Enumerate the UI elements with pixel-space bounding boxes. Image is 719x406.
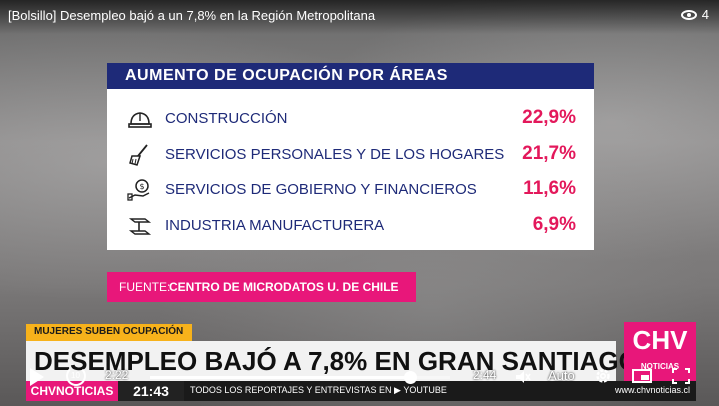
ticker-clock: 21:43	[118, 381, 184, 401]
news-ticker: CHVNOTICIAS 21:43 TODOS LOS REPORTAJES Y…	[26, 381, 696, 401]
panel-header-text: AUMENTO DE OCUPACIÓN POR ÁREAS	[125, 67, 448, 84]
hard-hat-icon	[128, 112, 152, 128]
eye-icon	[680, 9, 697, 20]
row-servicios-personales: SERVICIOS PERSONALES Y DE LOS HOGARES 21…	[107, 141, 594, 169]
duration: 2:44	[473, 368, 497, 382]
rewind-seconds: 10	[71, 371, 80, 380]
seek-bar[interactable]	[150, 371, 450, 384]
quality-setting[interactable]: Auto	[548, 368, 575, 383]
row-value: 6,9%	[532, 214, 576, 235]
broom-icon	[129, 144, 148, 166]
row-industria: INDUSTRIA MANUFACTURERA 6,9%	[107, 212, 594, 240]
rewind-icon[interactable]: 10	[66, 366, 86, 386]
logo-big-text: CHV	[632, 325, 688, 355]
svg-text:$: $	[140, 182, 145, 191]
story-tag-text: MUJERES SUBEN OCUPACIÓN	[34, 326, 184, 337]
ticker-brand: CHVNOTICIAS	[26, 381, 118, 401]
occupation-panel: AUMENTO DE OCUPACIÓN POR ÁREAS CONSTRUCC…	[107, 63, 594, 250]
row-value: 11,6%	[523, 178, 576, 199]
fullscreen-icon[interactable]	[672, 368, 690, 384]
view-count-value: 4	[701, 7, 709, 22]
row-value: 21,7%	[522, 143, 576, 164]
video-title[interactable]: [Bolsillo] Desempleo bajó a un 7,8% en l…	[8, 8, 376, 23]
current-time: 2:22	[105, 368, 129, 382]
row-label: SERVICIOS PERSONALES Y DE LOS HOGARES	[165, 146, 505, 163]
source-key: FUENTE:	[119, 280, 171, 294]
row-servicios-gobierno: $ SERVICIOS DE GOBIERNO Y FINANCIEROS 11…	[107, 176, 594, 204]
money-hand-icon: $	[127, 179, 150, 201]
seek-handle[interactable]	[403, 371, 417, 384]
volume-icon[interactable]	[514, 368, 532, 386]
panel-header: AUMENTO DE OCUPACIÓN POR ÁREAS	[107, 63, 594, 89]
row-construccion: CONSTRUCCIÓN 22,9%	[107, 105, 594, 133]
logo-small-text: NOTICIAS	[640, 362, 680, 371]
row-value: 22,9%	[522, 107, 576, 128]
story-tag: MUJERES SUBEN OCUPACIÓN	[26, 324, 192, 341]
ticker-text: TODOS LOS REPORTAJES Y ENTREVISTAS EN ▶ …	[190, 385, 447, 395]
video-top-bar: [Bolsillo] Desempleo bajó a un 7,8% en l…	[0, 0, 719, 34]
steel-beam-icon	[128, 218, 152, 235]
ticker-url: www.chvnoticias.cl	[614, 385, 690, 395]
source-banner: FUENTE: CENTRO DE MICRODATOS U. DE CHILE	[107, 272, 416, 302]
picture-in-picture-icon[interactable]	[632, 369, 652, 383]
seek-bar-progress	[150, 376, 410, 379]
headline-banner: DESEMPLEO BAJÓ A 7,8% EN GRAN SANTIAGO	[26, 341, 639, 381]
row-label: CONSTRUCCIÓN	[165, 110, 288, 127]
player-controls: 10 2:22 2:44 Auto	[0, 362, 719, 392]
play-icon[interactable]	[30, 368, 44, 386]
source-value: CENTRO DE MICRODATOS U. DE CHILE	[169, 280, 399, 294]
channel-logo: CHV NOTICIAS	[624, 322, 696, 382]
row-label: SERVICIOS DE GOBIERNO Y FINANCIEROS	[165, 181, 477, 198]
view-count: 4	[680, 7, 709, 22]
gear-icon[interactable]	[594, 367, 612, 385]
row-label: INDUSTRIA MANUFACTURERA	[165, 217, 385, 234]
headline-text: DESEMPLEO BAJÓ A 7,8% EN GRAN SANTIAGO	[34, 346, 639, 376]
